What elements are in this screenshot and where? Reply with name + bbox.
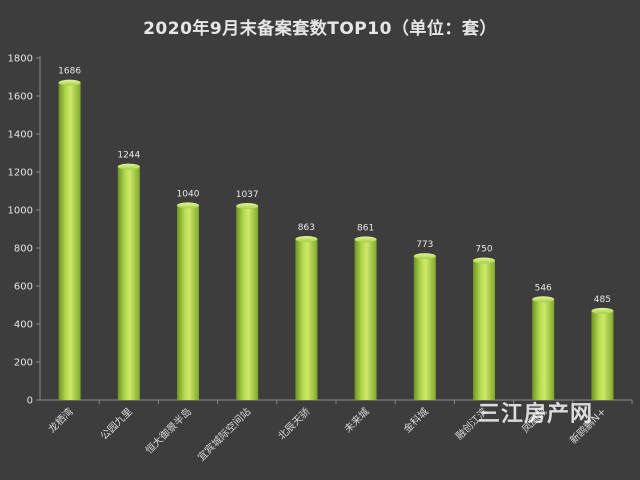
bar-cap: [295, 236, 318, 243]
bar: [117, 166, 140, 400]
data-label: 750: [475, 245, 492, 255]
category-label: 未来城: [342, 406, 372, 436]
bar-cap: [58, 79, 81, 86]
bar: [532, 299, 555, 400]
data-label: 861: [357, 223, 374, 233]
data-label: 1244: [117, 151, 140, 161]
bar-cap: [413, 253, 436, 260]
bar: [295, 239, 318, 400]
data-label: 546: [535, 283, 552, 293]
bar-cap: [354, 236, 377, 243]
y-tick-label: 1600: [8, 92, 33, 103]
bar: [473, 260, 495, 400]
category-label: 宜宾城际空间站: [195, 405, 254, 464]
y-tick-label: 1000: [8, 206, 33, 217]
bar: [354, 239, 377, 400]
y-tick-label: 600: [14, 282, 33, 293]
y-tick-label: 1400: [8, 130, 33, 141]
watermark-logo: 三江房产网: [478, 402, 594, 427]
data-label: 1037: [236, 190, 259, 200]
data-label: 773: [416, 240, 433, 250]
y-tick-label: 800: [14, 244, 33, 255]
bar-cap: [236, 202, 259, 209]
chart-title: 2020年9月末备案套数TOP10（单位：套）: [143, 19, 497, 39]
category-label: 北辰天骄: [276, 406, 313, 443]
y-tick-label: 200: [14, 358, 33, 369]
bar-cap: [591, 307, 614, 314]
category-label: 恒大御景半岛: [143, 405, 195, 457]
category-label: 公园九里: [98, 406, 135, 443]
y-tick-label: 1200: [8, 168, 33, 179]
y-tick-label: 0: [27, 396, 33, 407]
bars-layer: [58, 79, 614, 400]
category-label: 龙栖湾: [45, 405, 75, 435]
bar: [591, 310, 614, 400]
bar-cap: [473, 257, 495, 264]
axes-layer: 0 200 400 600 800 1000 1200 1400 1600 1800: [8, 54, 633, 407]
bar: [58, 82, 81, 400]
y-tick-label: 400: [14, 320, 33, 331]
data-label: 1686: [58, 67, 81, 77]
bar-cap: [117, 163, 140, 170]
bar: [413, 256, 436, 400]
data-label: 485: [594, 295, 611, 305]
bar-cap: [177, 202, 199, 209]
bar: [236, 205, 259, 400]
data-label: 863: [298, 223, 315, 233]
category-label: 金科城: [401, 405, 431, 435]
bar-cap: [532, 296, 555, 303]
y-tick-label: 1800: [8, 54, 33, 65]
data-label: 1040: [177, 189, 200, 199]
bar: [177, 205, 199, 400]
